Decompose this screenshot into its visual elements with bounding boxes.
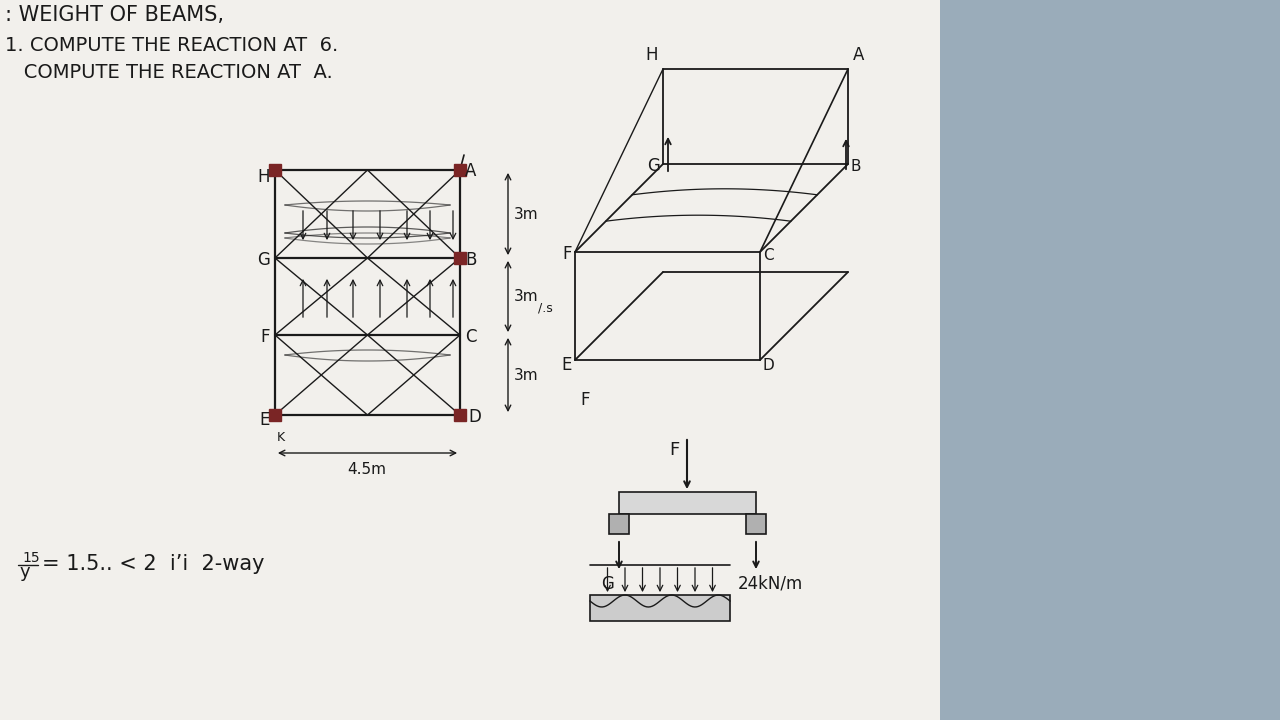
Text: G: G: [257, 251, 270, 269]
Text: 3m: 3m: [515, 207, 539, 222]
Text: A: A: [852, 46, 864, 64]
Text: 1. COMPUTE THE REACTION AT  6.: 1. COMPUTE THE REACTION AT 6.: [5, 35, 338, 55]
Text: C: C: [465, 328, 476, 346]
Text: 3m: 3m: [515, 367, 539, 382]
Text: = 1.5.. < 2  i’i  2-way: = 1.5.. < 2 i’i 2-way: [42, 554, 265, 574]
Text: B: B: [851, 158, 861, 174]
Bar: [0, 0, 940, 720]
Text: C: C: [763, 248, 773, 263]
Text: F: F: [580, 391, 590, 409]
Bar: [940, 0, 1280, 720]
Bar: [609, 514, 628, 534]
Text: 15: 15: [22, 551, 40, 565]
Text: F: F: [562, 245, 572, 263]
Text: 24kN/m: 24kN/m: [739, 574, 804, 592]
Text: F: F: [669, 441, 680, 459]
Text: F: F: [261, 328, 270, 346]
Text: : WEIGHT OF BEAMS,: : WEIGHT OF BEAMS,: [5, 5, 224, 25]
Text: 3m: 3m: [515, 289, 539, 304]
Bar: [454, 409, 466, 421]
Bar: [746, 514, 765, 534]
Text: D: D: [468, 408, 481, 426]
Bar: [590, 595, 730, 621]
Text: /.s: /.s: [538, 302, 553, 315]
Text: H: H: [645, 46, 658, 64]
Bar: [454, 164, 466, 176]
Text: E: E: [260, 411, 270, 429]
Text: B: B: [465, 251, 476, 269]
Bar: [454, 252, 466, 264]
Text: COMPUTE THE REACTION AT  A.: COMPUTE THE REACTION AT A.: [5, 63, 333, 81]
Bar: [620, 492, 756, 514]
Text: A: A: [465, 162, 476, 180]
Text: 4.5m: 4.5m: [347, 462, 387, 477]
Text: D: D: [763, 358, 774, 372]
Text: y: y: [20, 563, 31, 581]
Bar: [269, 409, 282, 421]
Text: K: K: [276, 431, 285, 444]
Text: H: H: [257, 168, 270, 186]
Text: G: G: [602, 575, 614, 593]
Text: E: E: [562, 356, 572, 374]
Text: G: G: [648, 157, 660, 175]
Bar: [269, 164, 282, 176]
